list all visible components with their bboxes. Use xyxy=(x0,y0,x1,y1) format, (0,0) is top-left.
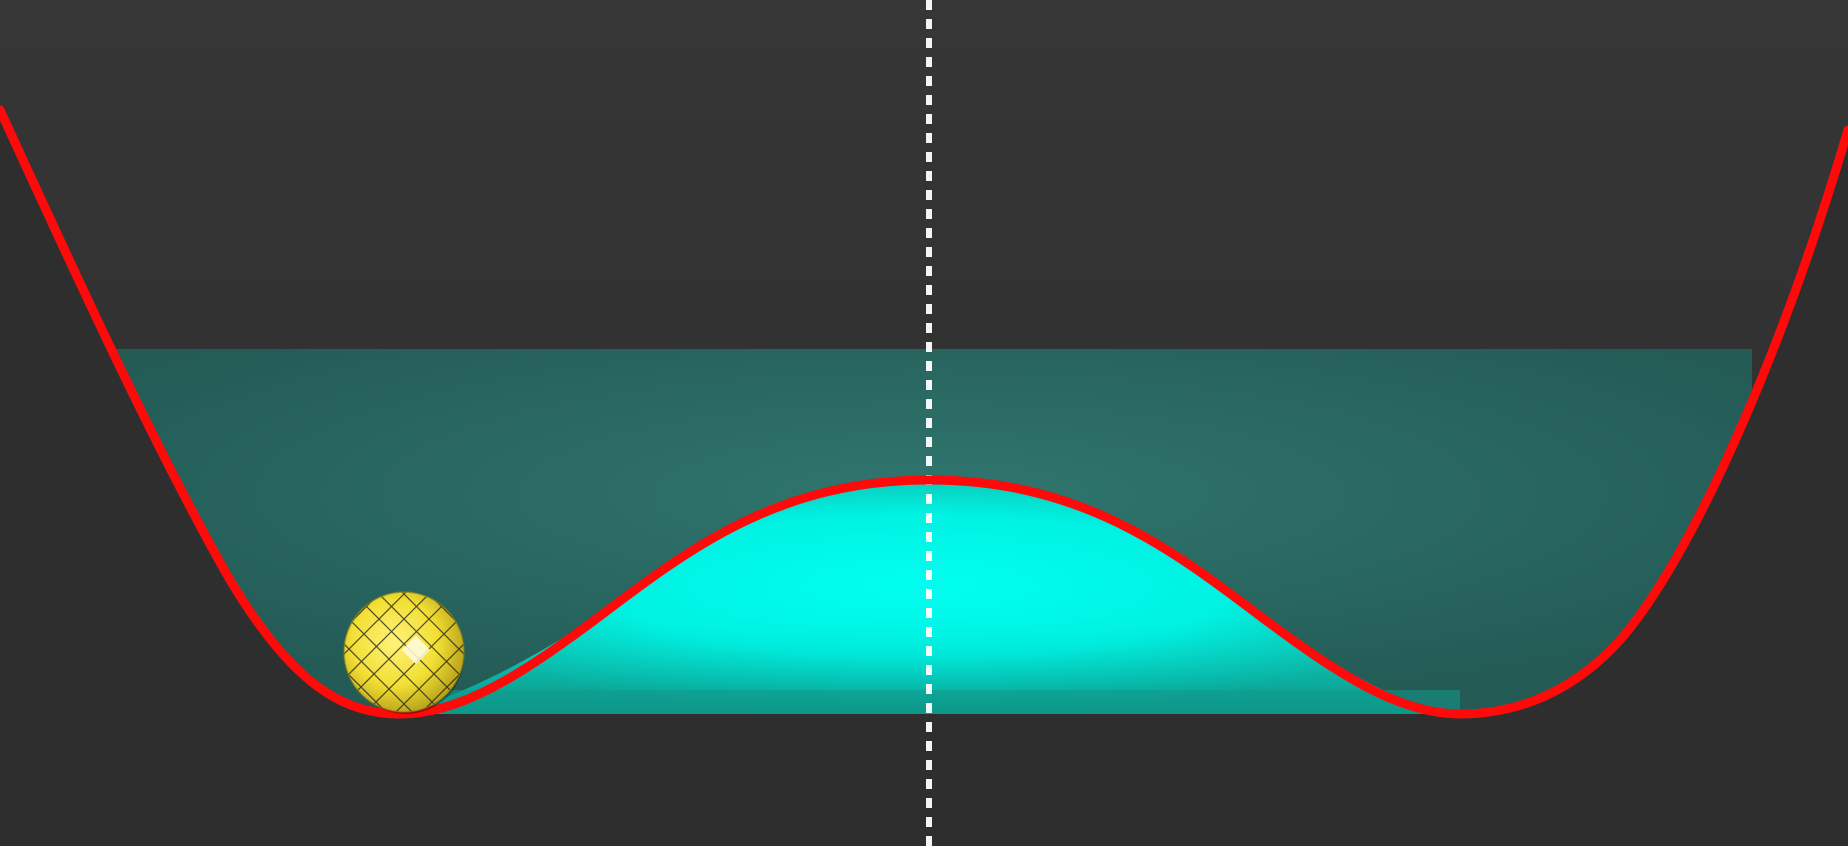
region-floor xyxy=(380,690,1460,714)
barrier-shade xyxy=(400,480,1440,714)
potential-curve xyxy=(0,105,1848,719)
ball xyxy=(343,591,465,714)
outside-mask xyxy=(0,110,1848,846)
